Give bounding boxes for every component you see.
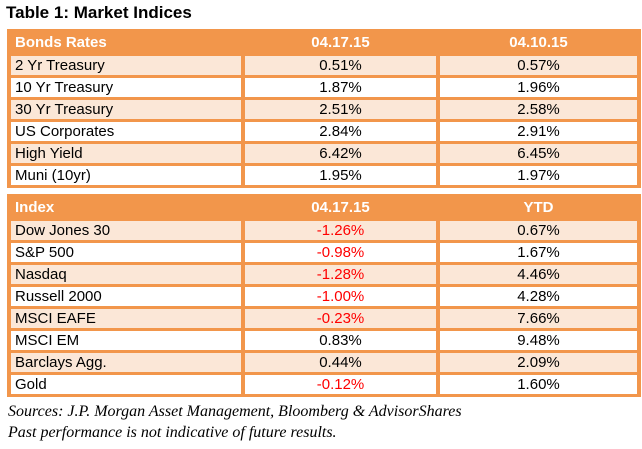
row-value: 0.44% bbox=[241, 350, 440, 375]
row-value: -0.98% bbox=[241, 240, 440, 265]
table-row: 30 Yr Treasury 2.51% 2.58% bbox=[7, 97, 641, 122]
row-value: 4.46% bbox=[436, 262, 641, 287]
row-value: 7.66% bbox=[436, 306, 641, 331]
row-label: Russell 2000 bbox=[7, 284, 245, 309]
table-row: MSCI EAFE -0.23% 7.66% bbox=[7, 306, 641, 331]
row-value: 2.58% bbox=[436, 97, 641, 122]
index-date-header: 04.17.15 bbox=[241, 194, 440, 221]
row-value: 1.95% bbox=[241, 163, 440, 188]
index-ytd-header: YTD bbox=[436, 194, 641, 221]
row-value: 2.09% bbox=[436, 350, 641, 375]
index-table: Index 04.17.15 YTD Dow Jones 30 -1.26% 0.6… bbox=[7, 194, 641, 397]
table-row: Muni (10yr) 1.95% 1.97% bbox=[7, 163, 641, 188]
table-row: Nasdaq -1.28% 4.46% bbox=[7, 262, 641, 287]
row-label: 30 Yr Treasury bbox=[7, 97, 245, 122]
bonds-rates-header-row: Bonds Rates 04.17.15 04.10.15 bbox=[7, 29, 641, 56]
row-value: 1.60% bbox=[436, 372, 641, 397]
table-row: MSCI EM 0.83% 9.48% bbox=[7, 328, 641, 353]
row-value: 2.51% bbox=[241, 97, 440, 122]
row-value: 1.67% bbox=[436, 240, 641, 265]
row-label: Gold bbox=[7, 372, 245, 397]
row-value: 0.83% bbox=[241, 328, 440, 353]
footer: Sources: J.P. Morgan Asset Management, B… bbox=[8, 403, 642, 442]
row-label: MSCI EM bbox=[7, 328, 245, 353]
bonds-date-1-header: 04.17.15 bbox=[241, 29, 440, 56]
table-row: High Yield 6.42% 6.45% bbox=[7, 141, 641, 166]
row-label: Dow Jones 30 bbox=[7, 218, 245, 243]
row-value: 9.48% bbox=[436, 328, 641, 353]
table-row: Gold -0.12% 1.60% bbox=[7, 372, 641, 397]
row-value: 4.28% bbox=[436, 284, 641, 309]
page-title: Table 1: Market Indices bbox=[6, 3, 192, 22]
row-label: High Yield bbox=[7, 141, 245, 166]
row-value: 0.67% bbox=[436, 218, 641, 243]
row-label: Barclays Agg. bbox=[7, 350, 245, 375]
row-value: 1.96% bbox=[436, 75, 641, 100]
table-row: Dow Jones 30 -1.26% 0.67% bbox=[7, 218, 641, 243]
row-value: 1.97% bbox=[436, 163, 641, 188]
table-row: 10 Yr Treasury 1.87% 1.96% bbox=[7, 75, 641, 100]
bonds-rates-table: Bonds Rates 04.17.15 04.10.15 2 Yr Treas… bbox=[7, 29, 641, 188]
bonds-rates-header: Bonds Rates bbox=[7, 29, 245, 56]
table-row: S&P 500 -0.98% 1.67% bbox=[7, 240, 641, 265]
row-label: 10 Yr Treasury bbox=[7, 75, 245, 100]
table-row: Russell 2000 -1.00% 4.28% bbox=[7, 284, 641, 309]
row-label: 2 Yr Treasury bbox=[7, 53, 245, 78]
disclaimer-note: Past performance is not indicative of fu… bbox=[8, 424, 337, 441]
row-value: -0.12% bbox=[241, 372, 440, 397]
row-value: 6.45% bbox=[436, 141, 641, 166]
row-label: S&P 500 bbox=[7, 240, 245, 265]
row-label: Muni (10yr) bbox=[7, 163, 245, 188]
bonds-date-2-header: 04.10.15 bbox=[436, 29, 641, 56]
row-value: -1.28% bbox=[241, 262, 440, 287]
row-value: 1.87% bbox=[241, 75, 440, 100]
row-label: US Corporates bbox=[7, 119, 245, 144]
row-label: Nasdaq bbox=[7, 262, 245, 287]
index-header: Index bbox=[7, 194, 245, 221]
row-value: 2.91% bbox=[436, 119, 641, 144]
row-value: 0.51% bbox=[241, 53, 440, 78]
table-row: US Corporates 2.84% 2.91% bbox=[7, 119, 641, 144]
row-value: -1.26% bbox=[241, 218, 440, 243]
row-value: 2.84% bbox=[241, 119, 440, 144]
row-value: 0.57% bbox=[436, 53, 641, 78]
row-value: -1.00% bbox=[241, 284, 440, 309]
row-label: MSCI EAFE bbox=[7, 306, 245, 331]
row-value: 6.42% bbox=[241, 141, 440, 166]
table-row: Barclays Agg. 0.44% 2.09% bbox=[7, 350, 641, 375]
row-value: -0.23% bbox=[241, 306, 440, 331]
index-header-row: Index 04.17.15 YTD bbox=[7, 194, 641, 221]
sources-note: Sources: J.P. Morgan Asset Management, B… bbox=[8, 403, 462, 420]
table-row: 2 Yr Treasury 0.51% 0.57% bbox=[7, 53, 641, 78]
